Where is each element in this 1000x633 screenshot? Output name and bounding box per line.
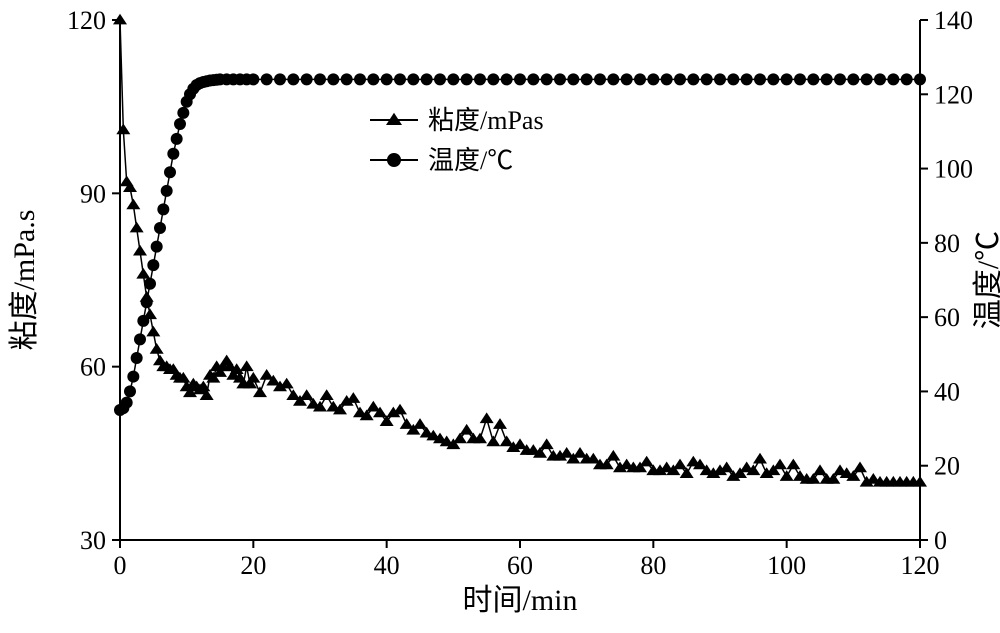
y1-tick-label: 90	[80, 179, 106, 208]
y2-axis-label: 温度/℃	[972, 231, 1000, 329]
y2-tick-label: 80	[934, 229, 960, 258]
x-tick-label: 100	[767, 551, 806, 580]
legend-label: 粘度/mPas	[428, 106, 544, 135]
x-tick-label: 40	[374, 551, 400, 580]
y2-tick-label: 40	[934, 377, 960, 406]
legend: 粘度/mPas 温度/℃	[370, 106, 544, 175]
x-tick-label: 0	[114, 551, 127, 580]
y2-tick-label: 140	[934, 6, 973, 35]
y1-tick-label: 60	[80, 353, 106, 382]
y1-axis-label: 粘度/mPa.s	[8, 210, 41, 351]
y1-tick-label: 30	[80, 526, 106, 555]
y1-tick-label: 120	[67, 6, 106, 35]
x-tick-label: 60	[507, 551, 533, 580]
x-tick-label: 20	[240, 551, 266, 580]
y2-tick-label: 20	[934, 452, 960, 481]
x-tick-label: 120	[901, 551, 940, 580]
x-tick-label: 80	[640, 551, 666, 580]
legend-label: 温度/℃	[428, 146, 513, 175]
x-axis-label: 时间/min	[462, 584, 577, 617]
dual-axis-chart: 0204060801001203060901200204060801001201…	[0, 0, 1000, 633]
y2-tick-label: 60	[934, 303, 960, 332]
y2-tick-label: 120	[934, 80, 973, 109]
y2-tick-label: 0	[934, 526, 947, 555]
chart-container: 0204060801001203060901200204060801001201…	[0, 0, 1000, 633]
y2-tick-label: 100	[934, 155, 973, 184]
